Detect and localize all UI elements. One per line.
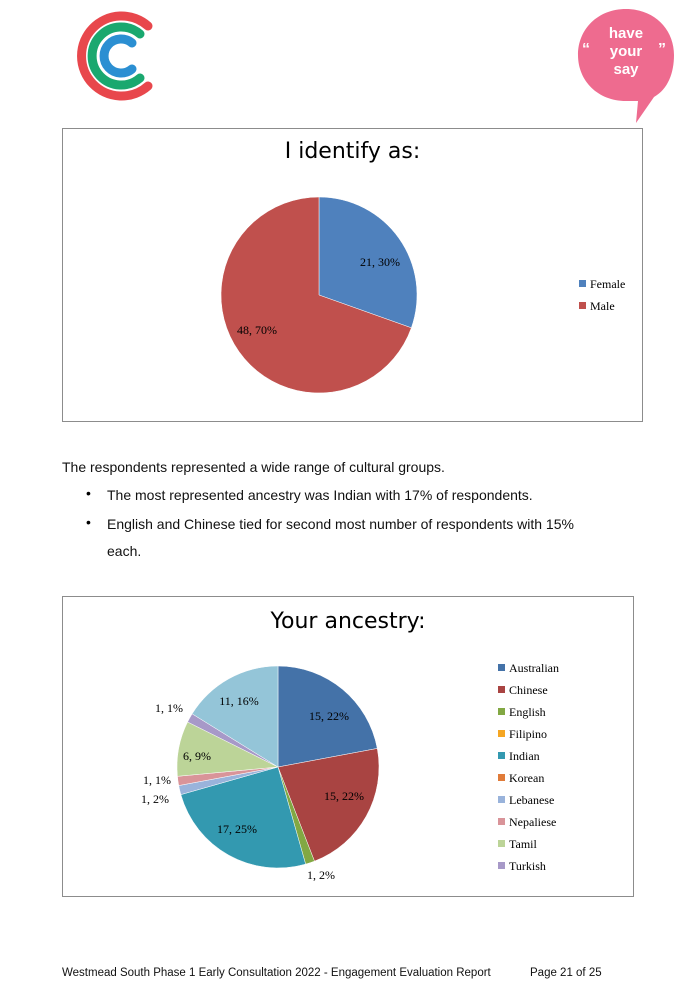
- data-label: 1, 2%: [141, 792, 169, 806]
- ancestry-chart: Your ancestry: 15, 22% 15, 22% 1, 2% 17, 25…: [62, 596, 634, 897]
- legend-swatch: [498, 686, 505, 693]
- legend-label: Korean: [509, 771, 545, 785]
- bullet-icon: •: [86, 514, 91, 530]
- bullet-item: The most represented ancestry was Indian…: [107, 487, 533, 503]
- logo-word-your: your: [609, 43, 643, 60]
- legend-label: Chinese: [509, 683, 548, 697]
- pie-slice-male: [220, 196, 412, 394]
- legend-item-indian: Indian: [498, 749, 540, 764]
- quote-close-icon: ”: [658, 41, 666, 58]
- legend-swatch: [498, 664, 505, 671]
- logo-word-have: have: [608, 25, 644, 42]
- legend-swatch: [579, 280, 586, 287]
- legend-swatch: [498, 730, 505, 737]
- pie-slice-female: [318, 196, 418, 329]
- legend-item-turkish: Turkish: [498, 859, 546, 874]
- legend-item-chinese: Chinese: [498, 683, 548, 698]
- speech-bubble-icon: [578, 9, 674, 123]
- legend-item-lebanese: Lebanese: [498, 793, 554, 808]
- legend-item-tamil: Tamil: [498, 837, 537, 852]
- legend-label: Turkish: [509, 859, 546, 873]
- legend-label: Australian: [509, 661, 559, 675]
- legend-swatch: [498, 840, 505, 847]
- data-label: 1, 1%: [155, 701, 183, 715]
- legend-item-male: Male: [579, 299, 615, 314]
- legend-swatch: [498, 774, 505, 781]
- legend-label: Male: [590, 299, 615, 313]
- data-label: 17, 25%: [217, 822, 257, 836]
- legend-label: Indian: [509, 749, 540, 763]
- pie-slice-chinese: [277, 748, 380, 862]
- legend-label: Lebanese: [509, 793, 555, 807]
- legend-item-english: English: [498, 705, 546, 720]
- legend-swatch: [498, 796, 505, 803]
- legend-item-australian: Australian: [498, 661, 559, 676]
- data-label: 11, 16%: [219, 694, 259, 708]
- bullet-icon: •: [86, 485, 91, 501]
- pie-slice-indian: [180, 766, 306, 869]
- footer-report-title: Westmead South Phase 1 Early Consultatio…: [62, 967, 491, 979]
- logo-word-say: say: [613, 61, 639, 78]
- data-label: 1, 1%: [143, 773, 171, 787]
- quote-open-icon: “: [582, 41, 590, 58]
- community-logo: [77, 11, 153, 101]
- legend-label: English: [509, 705, 546, 719]
- data-label: 21, 30%: [360, 255, 400, 269]
- legend-swatch: [579, 302, 586, 309]
- have-your-say-logo: have your say “ ”: [576, 7, 676, 125]
- data-label: 15, 22%: [309, 709, 349, 723]
- legend-swatch: [498, 752, 505, 759]
- legend-item-filipino: Filipino: [498, 727, 547, 742]
- chart-title: Your ancestry:: [270, 609, 426, 634]
- gender-chart: I identify as: 21, 30% 48, 70% Female Mal…: [62, 128, 643, 422]
- data-label: 1, 2%: [307, 868, 335, 882]
- intro-paragraph: The respondents represented a wide range…: [62, 459, 445, 475]
- legend-label: Tamil: [509, 837, 537, 851]
- legend-item-female: Female: [579, 277, 625, 292]
- legend-swatch: [498, 708, 505, 715]
- legend-item-nepaliese: Nepaliese: [498, 815, 556, 830]
- legend-label: Female: [590, 277, 626, 291]
- data-label: 15, 22%: [324, 789, 364, 803]
- ancestry-pie: 15, 22% 15, 22% 1, 2% 17, 25% 1, 2% 1, 1% 6, 9…: [141, 665, 380, 882]
- pie-slice-other: [191, 665, 279, 768]
- bullet-item: English and Chinese tied for second most…: [107, 516, 574, 532]
- footer-page-number: Page 21 of 25: [530, 967, 602, 979]
- legend-swatch: [498, 862, 505, 869]
- legend-item-korean: Korean: [498, 771, 544, 786]
- data-label: 48, 70%: [237, 323, 277, 337]
- legend-swatch: [498, 818, 505, 825]
- chart-title: I identify as:: [284, 139, 421, 164]
- bullet-item-continuation: each.: [107, 543, 142, 559]
- pie-slice-australian: [277, 665, 378, 768]
- data-label: 6, 9%: [183, 749, 211, 763]
- legend-label: Filipino: [509, 727, 548, 741]
- legend-label: Nepaliese: [509, 815, 557, 829]
- gender-pie: 21, 30% 48, 70%: [220, 196, 418, 394]
